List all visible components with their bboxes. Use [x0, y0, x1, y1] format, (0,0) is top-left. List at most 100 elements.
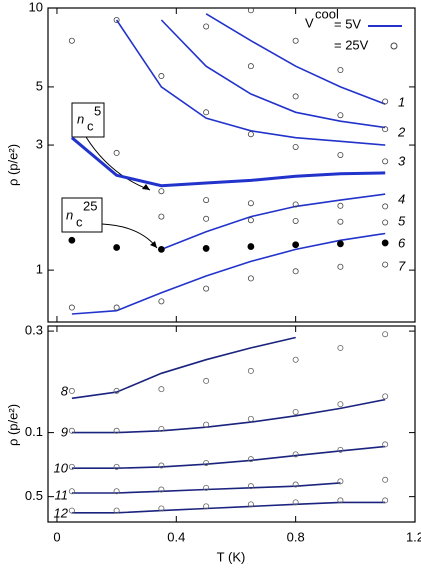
y-tick-label: 0.3: [25, 323, 43, 338]
data-circle: [292, 37, 299, 44]
data-dot: [68, 236, 76, 244]
data-circle: [382, 331, 389, 338]
legend-title-sup: cool: [315, 6, 339, 21]
data-circle: [113, 427, 120, 434]
legend-circle: [390, 42, 398, 50]
data-circle: [113, 387, 120, 394]
annotation-sup: 5: [94, 103, 101, 118]
arrow-head: [142, 184, 150, 190]
data-circle: [68, 387, 75, 394]
curve-label: 3: [398, 153, 406, 168]
data-circle: [382, 203, 389, 210]
top-frame: [47, 7, 416, 323]
data-dot: [202, 245, 210, 252]
data-circle: [247, 131, 254, 138]
x-axis-label: T (K): [217, 549, 246, 564]
legend-entry: = 25V: [334, 37, 369, 52]
data-circle: [158, 486, 165, 493]
data-circle: [113, 149, 120, 156]
data-circle: [158, 462, 165, 469]
data-circle: [337, 478, 344, 485]
data-circle: [292, 93, 299, 100]
data-circle: [247, 415, 254, 422]
data-circle: [247, 8, 254, 14]
data-circle: [203, 484, 210, 491]
y-tick-label: 3: [36, 136, 43, 151]
x-tick-label: 0.4: [167, 529, 185, 544]
series-line: [71, 336, 296, 400]
curve-label: 2: [397, 124, 406, 139]
series-line: [161, 193, 386, 251]
curve-label: 6: [398, 235, 406, 250]
data-circle: [247, 483, 254, 490]
data-circle: [337, 67, 344, 74]
data-circle: [382, 98, 389, 105]
series-line: [115, 19, 386, 146]
annotation: n: [77, 111, 84, 126]
data-circle: [68, 37, 75, 44]
data-circle: [247, 456, 254, 463]
data-circle: [203, 23, 210, 30]
data-circle: [382, 158, 389, 165]
series-line: [71, 501, 386, 514]
data-circle: [382, 219, 389, 226]
data-circle: [203, 215, 210, 222]
curve-label: 1: [398, 94, 405, 109]
data-circle: [203, 459, 210, 466]
data-circle: [247, 367, 254, 374]
data-circle: [113, 16, 120, 23]
annotation-sup: 25: [83, 198, 97, 213]
data-circle: [158, 188, 165, 195]
annotation-sub: c: [76, 214, 83, 229]
data-circle: [158, 213, 165, 220]
data-circle: [158, 505, 165, 512]
series-line: [71, 445, 386, 469]
data-dot: [247, 243, 255, 250]
data-circle: [158, 425, 165, 432]
curve-label: 8: [61, 383, 69, 398]
curve-label: 10: [54, 460, 69, 475]
data-circle: [292, 217, 299, 224]
data-circle: [382, 497, 389, 504]
annotation-sub: c: [87, 118, 94, 133]
y-tick-label: 10: [29, 0, 43, 14]
x-tick-label: 1.2: [406, 529, 421, 544]
data-circle: [158, 298, 165, 305]
data-dot: [381, 239, 389, 247]
series-line: [71, 482, 341, 494]
annotation: n: [66, 207, 73, 222]
data-circle: [68, 463, 75, 470]
data-circle: [68, 304, 75, 311]
data-circle: [113, 463, 120, 470]
data-circle: [337, 344, 344, 351]
data-dot: [337, 240, 344, 248]
data-circle: [68, 427, 75, 434]
data-circle: [382, 476, 389, 483]
x-tick-label: 0.8: [287, 529, 305, 544]
data-circle: [292, 408, 299, 415]
data-circle: [382, 393, 389, 400]
data-circle: [292, 481, 299, 488]
arrow-head: [150, 241, 157, 248]
y-tick-label: 5: [36, 78, 43, 93]
data-circle: [113, 304, 120, 311]
data-circle: [337, 446, 344, 453]
curve-label: 9: [61, 424, 68, 439]
data-circle: [292, 356, 299, 363]
data-circle: [247, 217, 254, 224]
y-tick-label: 0.1: [25, 424, 43, 439]
data-circle: [337, 497, 344, 504]
annotation-box: [71, 102, 105, 138]
series-line: [160, 19, 386, 129]
data-circle: [113, 507, 120, 514]
data-circle: [203, 109, 210, 116]
data-circle: [337, 151, 344, 158]
data-circle: [292, 268, 299, 275]
x-tick-label: 0: [53, 529, 60, 544]
y-axis-label: ρ (p/e²): [5, 144, 20, 186]
legend-entry: = 5V: [334, 16, 361, 31]
series-line: [70, 136, 386, 188]
legend-title: V: [305, 15, 314, 30]
data-dot: [157, 245, 165, 253]
